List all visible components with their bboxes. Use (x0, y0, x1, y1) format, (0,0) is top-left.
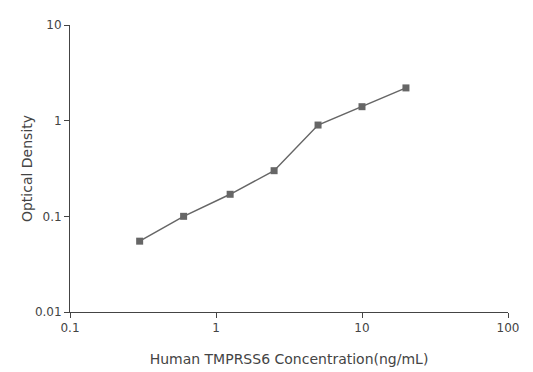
svg-text:10: 10 (354, 321, 369, 335)
svg-text:1: 1 (54, 114, 62, 128)
svg-text:0.1: 0.1 (43, 210, 62, 224)
svg-text:Optical Density: Optical Density (19, 115, 35, 222)
svg-text:0.01: 0.01 (35, 305, 62, 319)
svg-text:0.1: 0.1 (60, 321, 79, 335)
svg-text:Human TMPRSS6 Concentration(ng: Human TMPRSS6 Concentration(ng/mL) (150, 351, 429, 367)
svg-text:100: 100 (497, 321, 520, 335)
svg-text:1: 1 (212, 321, 220, 335)
svg-text:10: 10 (46, 18, 61, 32)
